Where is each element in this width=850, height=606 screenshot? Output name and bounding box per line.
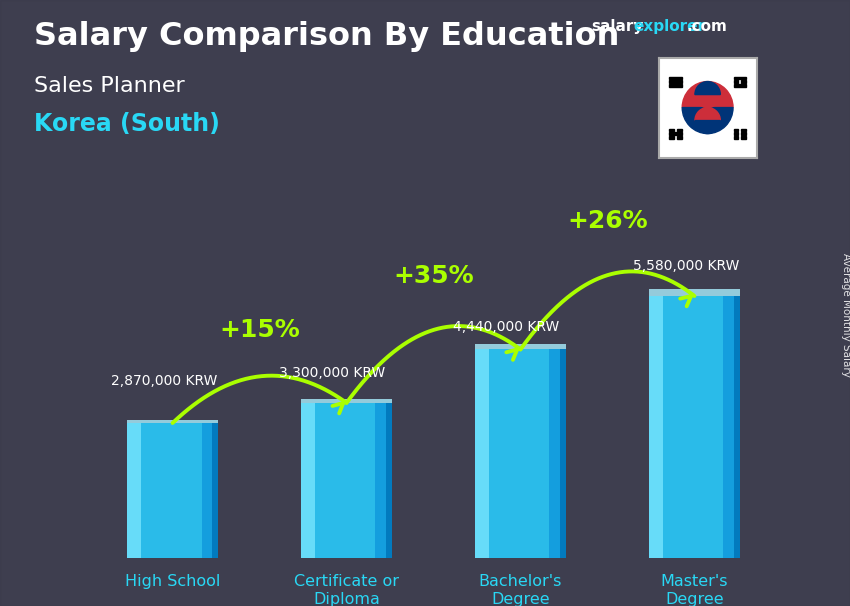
Bar: [669, 136, 674, 139]
Bar: [128, 423, 141, 558]
Bar: [376, 403, 392, 558]
Bar: [649, 296, 663, 558]
Wedge shape: [683, 82, 733, 107]
Bar: [212, 423, 218, 558]
Wedge shape: [695, 107, 720, 121]
Bar: [677, 128, 682, 131]
Bar: [734, 128, 739, 131]
Bar: [741, 136, 746, 139]
Text: Salary Comparison By Education: Salary Comparison By Education: [34, 21, 620, 52]
Bar: [475, 350, 566, 558]
Bar: [734, 81, 739, 83]
Text: +26%: +26%: [567, 210, 648, 233]
Wedge shape: [695, 95, 720, 108]
Text: Korea (South): Korea (South): [34, 112, 220, 136]
Bar: [677, 136, 682, 139]
Bar: [201, 423, 218, 558]
Text: +35%: +35%: [394, 264, 473, 288]
Bar: [669, 81, 682, 83]
Text: 3,300,000 KRW: 3,300,000 KRW: [280, 366, 386, 380]
Text: 5,580,000 KRW: 5,580,000 KRW: [632, 259, 739, 273]
Bar: [741, 128, 746, 131]
Bar: [128, 420, 218, 423]
Text: .com: .com: [687, 19, 728, 35]
Bar: [386, 403, 392, 558]
Bar: [549, 350, 566, 558]
Bar: [475, 344, 566, 350]
Bar: [734, 136, 739, 139]
Bar: [301, 403, 314, 558]
Bar: [734, 132, 739, 135]
Text: Sales Planner: Sales Planner: [34, 76, 184, 96]
Bar: [723, 296, 740, 558]
Text: Average Monthly Salary: Average Monthly Salary: [841, 253, 850, 377]
Wedge shape: [695, 121, 720, 133]
Bar: [669, 128, 674, 131]
Text: 4,440,000 KRW: 4,440,000 KRW: [453, 319, 559, 334]
Text: 2,870,000 KRW: 2,870,000 KRW: [110, 374, 217, 388]
Bar: [734, 296, 740, 558]
Bar: [128, 423, 218, 558]
Wedge shape: [695, 82, 720, 95]
Bar: [475, 350, 489, 558]
Bar: [669, 132, 682, 135]
Bar: [734, 76, 746, 79]
Bar: [649, 290, 740, 296]
Text: explorer: explorer: [633, 19, 706, 35]
Text: +15%: +15%: [219, 319, 300, 342]
Bar: [669, 76, 682, 79]
Bar: [741, 132, 746, 135]
Bar: [301, 399, 392, 403]
Text: salary: salary: [591, 19, 643, 35]
Bar: [741, 81, 746, 83]
Bar: [649, 296, 740, 558]
Bar: [669, 84, 682, 87]
Bar: [301, 403, 392, 558]
Bar: [734, 84, 746, 87]
Bar: [560, 350, 566, 558]
Wedge shape: [683, 107, 733, 133]
